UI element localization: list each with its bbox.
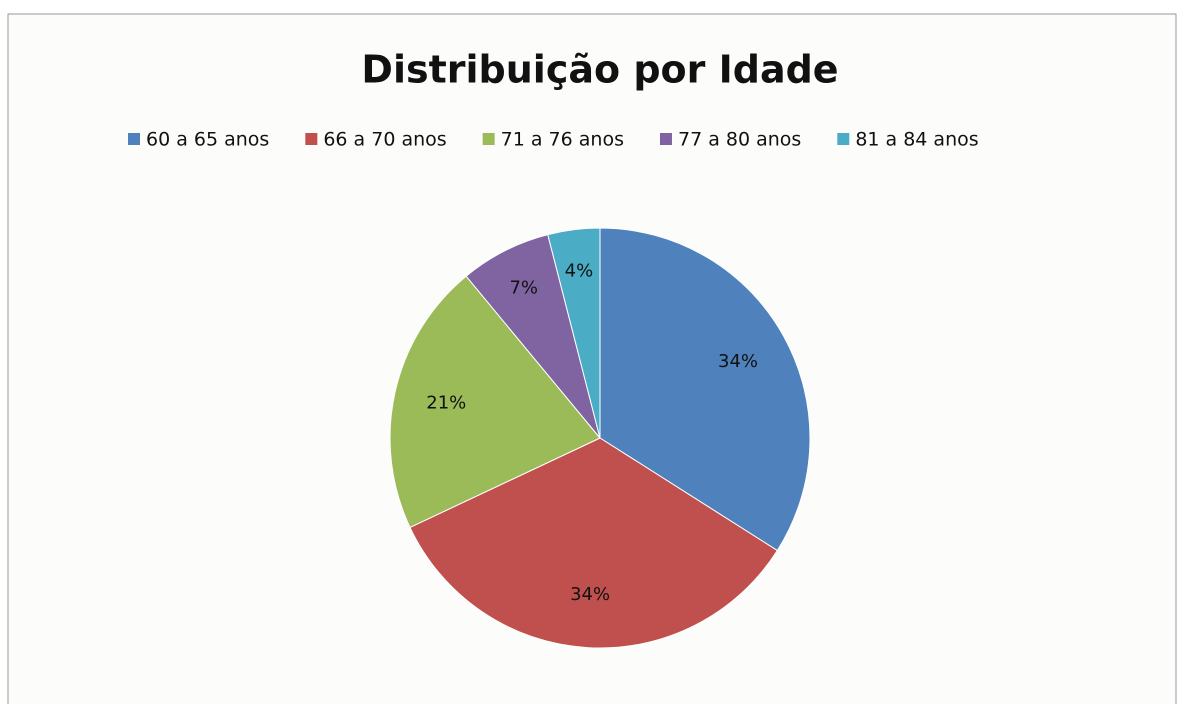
data-label: 34% (570, 584, 610, 605)
legend-swatch (128, 133, 140, 145)
data-label: 7% (509, 277, 538, 298)
data-label: 4% (565, 260, 594, 281)
legend-label: 81 a 84 anos (855, 129, 978, 151)
pie-slice (599, 227, 811, 552)
chart-title: Distribuição por Idade (361, 48, 838, 92)
legend-swatch (837, 133, 850, 145)
pie-slice (409, 437, 778, 649)
pie-slice (389, 275, 601, 529)
data-label: 34% (718, 351, 758, 372)
legend-swatch (482, 133, 495, 145)
legend-swatch (659, 133, 672, 145)
legend-label: 60 a 65 anos (146, 129, 269, 151)
legend-label: 66 a 70 anos (323, 129, 446, 151)
legend-swatch (305, 133, 318, 145)
legend-label: 71 a 76 anos (501, 129, 624, 151)
legend-label: 77 a 80 anos (678, 129, 801, 151)
pie-slice (547, 227, 601, 439)
data-label: 21% (426, 393, 466, 414)
